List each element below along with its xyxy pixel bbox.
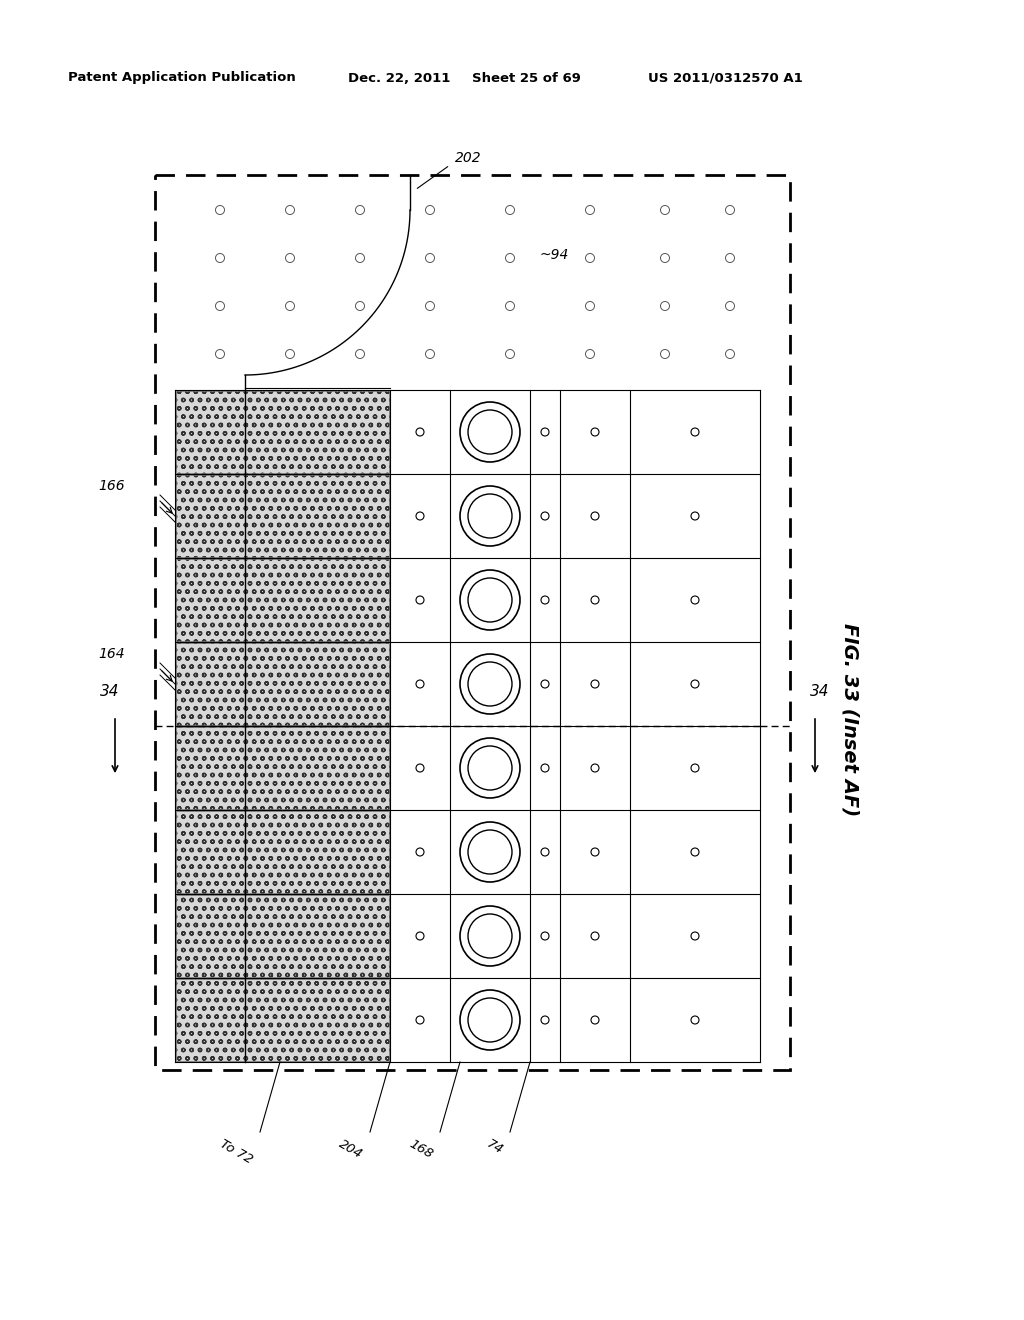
Bar: [176, 475, 389, 557]
Text: Patent Application Publication: Patent Application Publication: [68, 71, 296, 84]
Text: 202: 202: [455, 150, 481, 165]
Bar: [176, 643, 389, 725]
Bar: [176, 391, 389, 473]
Text: 74: 74: [484, 1137, 505, 1156]
Text: 166: 166: [98, 479, 125, 492]
Text: 204: 204: [337, 1137, 365, 1160]
Bar: [176, 810, 389, 894]
Text: Sheet 25 of 69: Sheet 25 of 69: [472, 71, 581, 84]
Text: US 2011/0312570 A1: US 2011/0312570 A1: [648, 71, 803, 84]
Bar: [176, 895, 389, 977]
Text: FIG. 33 (Inset AF): FIG. 33 (Inset AF): [840, 623, 859, 817]
Text: 34: 34: [810, 684, 829, 698]
Text: 164: 164: [98, 647, 125, 661]
Text: 34: 34: [100, 684, 120, 698]
Text: 168: 168: [407, 1137, 435, 1160]
Bar: [176, 727, 389, 809]
Bar: [176, 558, 389, 642]
Text: To 72: To 72: [218, 1137, 255, 1166]
Text: Dec. 22, 2011: Dec. 22, 2011: [348, 71, 451, 84]
Bar: [176, 979, 389, 1061]
Text: ~94: ~94: [540, 248, 569, 261]
